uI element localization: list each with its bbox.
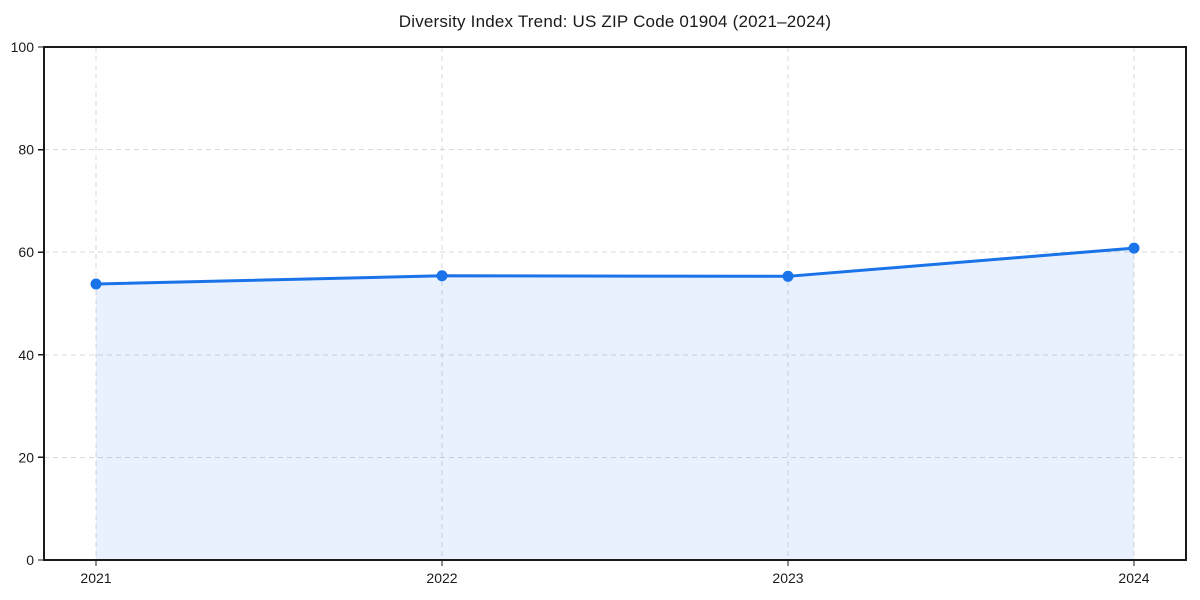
x-tick-label: 2023 [772, 570, 803, 586]
chart-title: Diversity Index Trend: US ZIP Code 01904… [398, 12, 832, 31]
data-point-2023 [782, 270, 794, 282]
y-tick-label: 40 [18, 347, 34, 363]
y-tick-label: 0 [26, 552, 34, 568]
plot-box-spines [43, 46, 1187, 561]
data-point-2021 [90, 278, 102, 290]
data-point-2022 [436, 270, 448, 282]
y-tick-label: 20 [18, 449, 34, 465]
y-tick-label: 80 [18, 142, 34, 158]
x-tick-label: 2021 [80, 570, 111, 586]
y-tick-label: 100 [11, 39, 35, 55]
trend-line [94, 246, 1136, 286]
area-fill [96, 248, 1134, 560]
x-tick-label: 2024 [1118, 570, 1149, 586]
y-tick-label: 60 [18, 244, 34, 260]
data-point-2024 [1128, 242, 1140, 254]
x-tick-label: 2022 [426, 570, 457, 586]
